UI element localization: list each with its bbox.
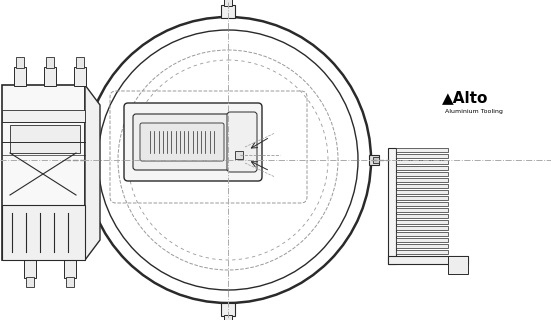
- Bar: [221, 5, 235, 18]
- Bar: [44, 67, 56, 86]
- Bar: [64, 260, 76, 278]
- Bar: [396, 232, 448, 236]
- Bar: [396, 154, 448, 157]
- FancyBboxPatch shape: [227, 112, 257, 172]
- Bar: [396, 148, 448, 151]
- Bar: [396, 166, 448, 170]
- Bar: [396, 220, 448, 223]
- Bar: [2, 205, 85, 260]
- Bar: [224, 0, 232, 6]
- Bar: [46, 57, 54, 68]
- FancyBboxPatch shape: [133, 114, 231, 170]
- Bar: [24, 260, 36, 278]
- Bar: [14, 67, 26, 86]
- Bar: [396, 250, 448, 253]
- Bar: [224, 315, 232, 320]
- Bar: [10, 125, 80, 153]
- Bar: [396, 244, 448, 247]
- Bar: [396, 208, 448, 212]
- Bar: [388, 256, 468, 264]
- Bar: [396, 178, 448, 181]
- Bar: [16, 57, 24, 68]
- Bar: [369, 155, 379, 165]
- Bar: [396, 226, 448, 229]
- Bar: [388, 148, 396, 264]
- Bar: [373, 157, 379, 163]
- Bar: [396, 214, 448, 218]
- Bar: [2, 85, 85, 260]
- Bar: [2, 110, 85, 122]
- Bar: [396, 160, 448, 164]
- Text: ▲Alto: ▲Alto: [442, 91, 488, 106]
- Bar: [396, 238, 448, 242]
- Polygon shape: [85, 85, 100, 260]
- Bar: [396, 202, 448, 205]
- Bar: [396, 196, 448, 199]
- Bar: [221, 303, 235, 316]
- Bar: [235, 151, 243, 159]
- Bar: [66, 277, 74, 287]
- Bar: [396, 172, 448, 175]
- Bar: [448, 256, 468, 274]
- Text: Aluminium Tooling: Aluminium Tooling: [445, 108, 503, 114]
- FancyBboxPatch shape: [124, 103, 262, 181]
- Bar: [396, 190, 448, 194]
- Bar: [76, 57, 84, 68]
- Bar: [80, 157, 86, 163]
- FancyBboxPatch shape: [140, 123, 224, 161]
- Bar: [77, 155, 87, 165]
- Bar: [26, 277, 34, 287]
- Bar: [74, 67, 86, 86]
- Bar: [396, 184, 448, 188]
